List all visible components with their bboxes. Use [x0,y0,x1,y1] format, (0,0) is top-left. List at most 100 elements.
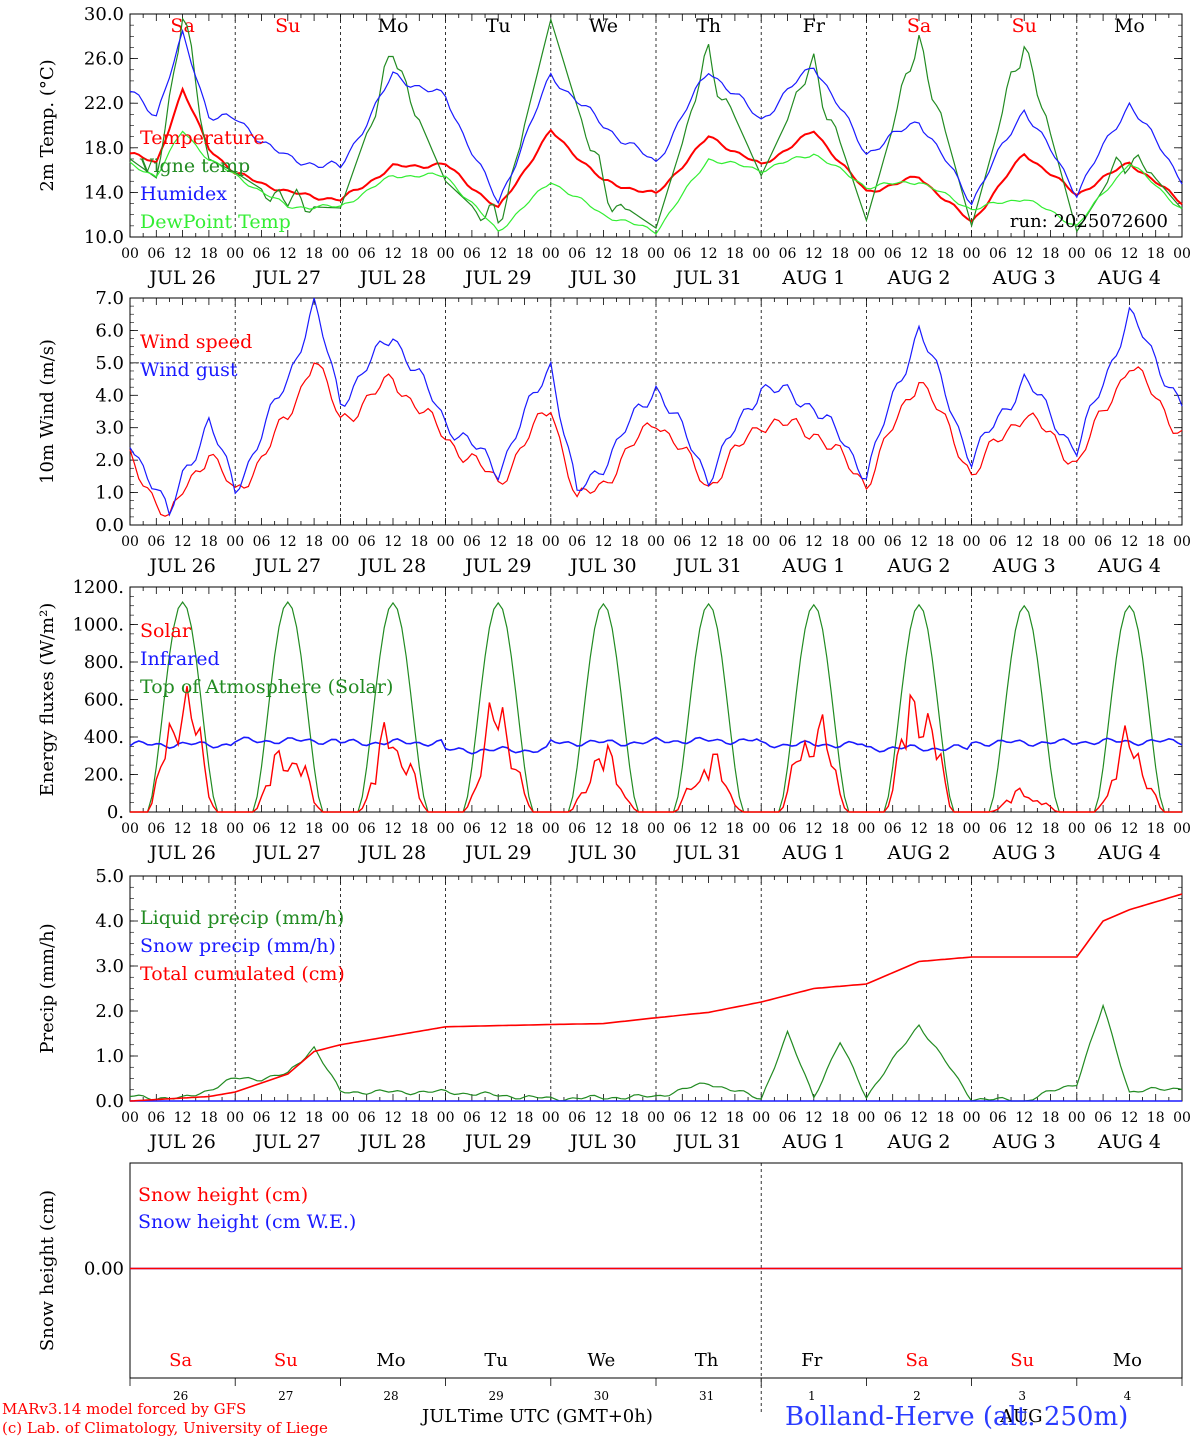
hour-tick-label: 12 [910,821,928,837]
weekday-label: Su [275,15,300,37]
hour-tick-label: 18 [1147,534,1165,550]
hour-tick-label: 06 [989,534,1007,550]
hour-tick-label: 06 [884,246,902,262]
hour-tick-label: 18 [200,821,218,837]
panel-2: 0.0 1.0 2.0 3.0 4.0 5.0 6.0 7.0 10m Wind (m/s) [37,288,1183,536]
hour-tick-label: 18 [621,1110,639,1126]
hour-tick-label: 00 [437,534,455,550]
hour-tick-label: 18 [516,1110,534,1126]
series-blue [129,297,1183,517]
hour-tick-label: 06 [147,821,165,837]
hour-tick-label: 12 [594,534,612,550]
date-label: JUL 28 [358,555,426,577]
hour-tick-label: 00 [857,534,875,550]
date-label: JUL 29 [463,267,531,289]
legend-entry: Snow precip (mm/h) [140,935,336,957]
weekday-label: Tu [486,15,511,37]
day-number-label: 31 [699,1389,714,1403]
date-label: AUG 2 [886,1131,950,1153]
y-tick-label: 7.0 [95,288,124,309]
hour-tick-label: 00 [1173,1110,1191,1126]
date-label: AUG 1 [781,1131,845,1153]
hour-tick-label: 18 [1042,534,1060,550]
y-tick-label: 3.0 [95,956,124,977]
hour-tick-label: 00 [226,534,244,550]
hour-tick-label: 00 [437,246,455,262]
hour-tick-label: 18 [621,534,639,550]
hour-tick-label: 06 [989,1110,1007,1126]
hour-tick-label: 18 [410,821,428,837]
hour-tick-label: 00 [542,534,560,550]
weekday-label: Sa [905,1350,928,1371]
hour-tick-label: 12 [489,246,507,262]
date-label: JUL 30 [568,842,636,864]
y-tick-label: 0. [107,802,124,823]
y-tick-label: 4.0 [95,385,124,406]
hour-tick-label: 00 [752,246,770,262]
date-label: JUL 31 [673,267,741,289]
series-blue [129,28,1183,206]
hour-tick-label: 12 [384,246,402,262]
hour-tick-label: 06 [1094,246,1112,262]
hour-tick-label: 12 [700,821,718,837]
y-tick-label: 3.0 [95,418,124,439]
hour-tick-label: 18 [1042,246,1060,262]
hour-tick-label: 06 [673,246,691,262]
hour-tick-label: 18 [831,1110,849,1126]
hour-tick-label: 06 [253,821,271,837]
hour-tick-label: 06 [568,246,586,262]
date-label: JUL 31 [673,555,741,577]
hour-tick-label: 12 [805,821,823,837]
hour-tick-label: 00 [331,1110,349,1126]
hour-tick-label: 06 [463,1110,481,1126]
x-axis-title: Time UTC (GMT+0h) [458,1406,653,1427]
weekday-label: Sa [907,15,931,37]
hour-tick-label: 12 [910,1110,928,1126]
hour-tick-label: 06 [779,246,797,262]
hour-tick-label: 12 [1015,246,1033,262]
y-tick-label: 22.0 [84,93,124,114]
date-label: JUL 26 [147,267,215,289]
hour-tick-label: 18 [200,246,218,262]
hour-tick-label: 06 [989,821,1007,837]
weekday-label: Su [1012,15,1037,37]
legend-entry: Infrared [140,648,220,670]
y-axis-label: Precip (mm/h) [37,923,58,1053]
day-number-label: 2 [913,1389,921,1403]
hour-tick-label: 00 [857,821,875,837]
legend-entry: Wind gust [140,359,238,381]
hour-tick-label: 00 [226,246,244,262]
hour-tick-label: 00 [963,1110,981,1126]
series-red [129,362,1183,517]
hour-tick-label: 06 [568,1110,586,1126]
hour-tick-label: 12 [1015,1110,1033,1126]
month-label-jul: JUL [422,1406,457,1427]
series-solar [130,685,1182,813]
hour-tick-label: 12 [805,534,823,550]
date-label: AUG 3 [992,1131,1056,1153]
hour-tick-label: 00 [1173,821,1191,837]
hour-tick-label: 18 [410,534,428,550]
date-label: JUL 29 [463,842,531,864]
run-label: run: 2025072600 [1010,211,1168,232]
hour-tick-label: 12 [910,246,928,262]
date-label: JUL 30 [568,555,636,577]
hour-tick-label: 12 [1120,534,1138,550]
hour-tick-label: 00 [857,1110,875,1126]
date-label: JUL 28 [358,267,426,289]
hour-tick-label: 00 [963,246,981,262]
y-tick-label: 800. [84,652,124,673]
hour-tick-label: 00 [647,534,665,550]
hour-tick-label: 06 [884,534,902,550]
y-tick-label: 14.0 [84,182,124,203]
y-tick-label: 5.0 [95,353,124,374]
hour-tick-label: 00 [647,1110,665,1126]
hour-tick-label: 12 [384,534,402,550]
date-label: AUG 4 [1097,555,1161,577]
hour-tick-label: 18 [831,534,849,550]
hour-tick-label: 18 [831,821,849,837]
hour-tick-label: 18 [305,821,323,837]
date-label: JUL 27 [253,555,321,577]
y-axis-label: 10m Wind (m/s) [37,339,58,484]
